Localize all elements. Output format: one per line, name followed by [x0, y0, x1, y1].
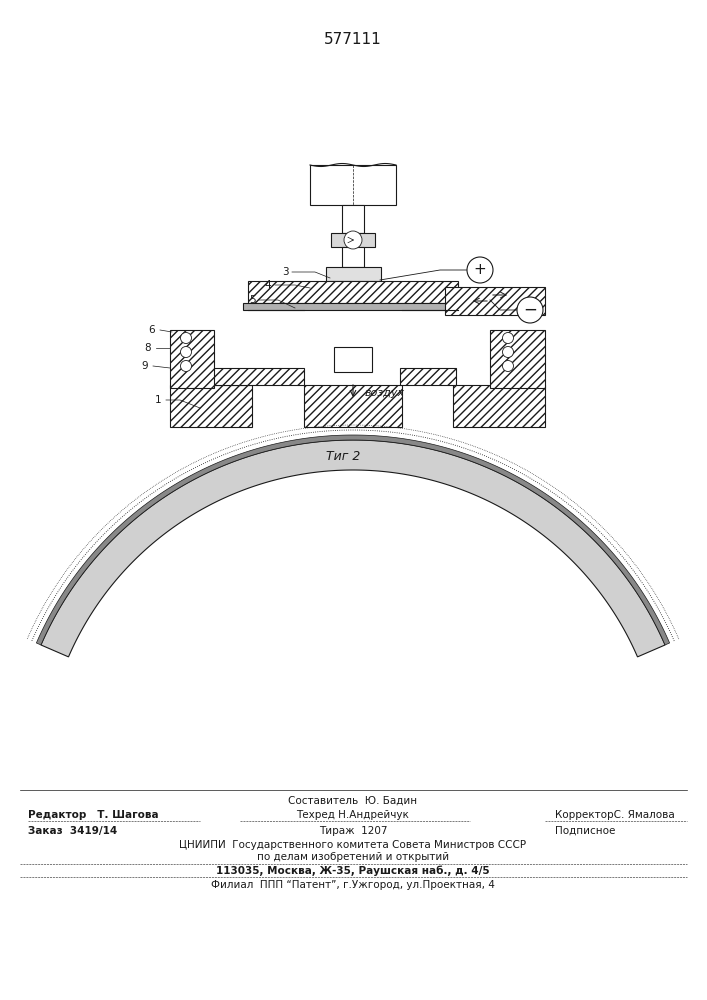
- Text: Подписное: Подписное: [555, 826, 615, 836]
- Circle shape: [180, 360, 192, 371]
- Bar: [170, 330, 214, 388]
- Bar: [210, 368, 304, 385]
- Bar: [334, 347, 372, 372]
- Bar: [400, 368, 456, 385]
- Text: 577111: 577111: [324, 32, 382, 47]
- Text: 113035, Москва, Ж-35, Раушская наб., д. 4/5: 113035, Москва, Ж-35, Раушская наб., д. …: [216, 865, 490, 876]
- Bar: [445, 287, 545, 315]
- Text: 4: 4: [264, 280, 271, 290]
- Text: −: −: [523, 301, 537, 319]
- Text: 6: 6: [148, 325, 156, 335]
- Text: +: +: [474, 262, 486, 277]
- Text: 8: 8: [145, 343, 151, 353]
- Text: 3: 3: [281, 267, 288, 277]
- Bar: [243, 303, 463, 310]
- Text: КорректорС. Ямалова: КорректорС. Ямалова: [555, 810, 674, 820]
- Circle shape: [503, 347, 513, 358]
- Circle shape: [503, 332, 513, 344]
- Polygon shape: [36, 435, 670, 645]
- Text: Филиал  ППП “Патент”, г.Ужгород, ул.Проектная, 4: Филиал ППП “Патент”, г.Ужгород, ул.Проек…: [211, 880, 495, 890]
- Text: Τиг 2: Τиг 2: [326, 450, 360, 463]
- Text: 5: 5: [249, 295, 255, 305]
- Circle shape: [467, 257, 493, 283]
- Circle shape: [180, 347, 192, 358]
- Bar: [490, 330, 545, 388]
- Circle shape: [344, 231, 362, 249]
- Text: Заказ  3419/14: Заказ 3419/14: [28, 826, 117, 836]
- Bar: [342, 247, 364, 267]
- Circle shape: [503, 360, 513, 371]
- Polygon shape: [41, 440, 665, 657]
- Text: Тираж  1207: Тираж 1207: [319, 826, 387, 836]
- Bar: [170, 385, 252, 427]
- Bar: [331, 233, 375, 247]
- Text: 1: 1: [155, 395, 161, 405]
- Text: ЦНИИПИ  Государственного комитета Совета Министров СССР: ЦНИИПИ Государственного комитета Совета …: [180, 840, 527, 850]
- Text: воздух: воздух: [365, 388, 405, 398]
- Circle shape: [180, 332, 192, 344]
- Text: 9: 9: [141, 361, 148, 371]
- Circle shape: [517, 297, 543, 323]
- Text: Техред Н.Андрейчук: Техред Н.Андрейчук: [296, 810, 409, 820]
- Text: Составитель  Ю. Бадин: Составитель Ю. Бадин: [288, 796, 418, 806]
- Text: по делам изобретений и открытий: по делам изобретений и открытий: [257, 852, 449, 862]
- Bar: [248, 281, 458, 303]
- Bar: [453, 385, 545, 427]
- Bar: [304, 385, 402, 427]
- Bar: [310, 165, 396, 205]
- Text: Редактор   Т. Шагова: Редактор Т. Шагова: [28, 810, 158, 820]
- Bar: [342, 205, 364, 233]
- Bar: [326, 267, 381, 281]
